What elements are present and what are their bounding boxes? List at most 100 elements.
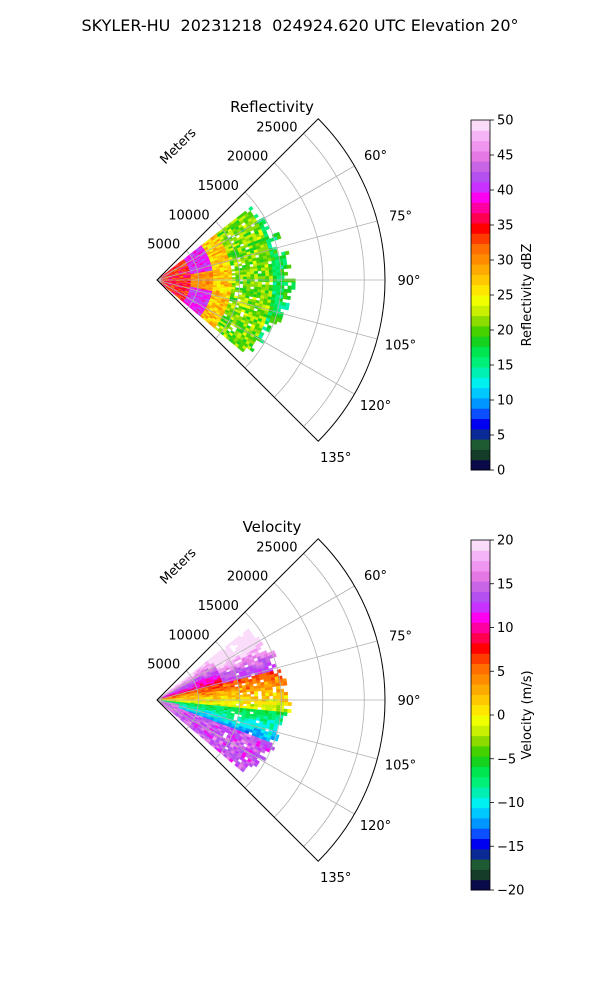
colorbar-segment <box>471 295 490 306</box>
colorbar-segment <box>471 807 490 819</box>
radar-cell <box>220 695 225 698</box>
radar-cell <box>246 703 251 707</box>
colorbar-segment <box>471 766 490 778</box>
colorbar-segment <box>471 838 490 850</box>
azimuth-tick-label: 105° <box>385 759 416 774</box>
radar-cell <box>235 701 240 704</box>
radar-cell <box>254 276 259 280</box>
radar-cell <box>265 270 270 274</box>
range-tick-label: 5000 <box>147 658 180 673</box>
radar-cell <box>252 680 257 685</box>
azimuth-tick-label: 90° <box>397 274 420 289</box>
radar-cell <box>276 288 281 293</box>
radar-cell <box>272 272 277 277</box>
azimuth-tick-label: 120° <box>360 399 391 414</box>
colorbar-segment <box>471 694 490 706</box>
radar-cell <box>272 287 277 292</box>
radar-cell <box>254 693 259 697</box>
radar-cell <box>265 747 271 753</box>
colorbar-segment <box>471 428 490 440</box>
range-axis-label: Meters <box>158 545 200 587</box>
radar-cell <box>265 327 271 333</box>
radar-cell <box>216 275 221 279</box>
radar-cell <box>235 276 240 280</box>
radar-cell <box>254 696 259 700</box>
colorbar-tick-label: 20 <box>497 324 514 339</box>
colorbar-segment <box>471 797 490 809</box>
colorbar-segment <box>471 612 490 623</box>
radar-cell <box>265 704 270 708</box>
radar-cell <box>268 707 273 712</box>
radar-cell <box>276 275 281 280</box>
radar-cell <box>271 683 277 688</box>
colorbar-segment <box>471 459 490 471</box>
colorbar-segment <box>471 540 490 551</box>
radar-cell <box>246 279 251 282</box>
radar-cell <box>269 275 274 280</box>
radar-cell <box>224 275 229 278</box>
radar-cell <box>257 276 263 280</box>
radar-cell <box>257 278 263 282</box>
radar-cell <box>235 694 240 698</box>
colorbar-segment <box>471 171 490 183</box>
radar-cell <box>287 285 292 290</box>
radar-cell <box>261 707 266 711</box>
radar-cell <box>272 275 277 280</box>
radar-cell <box>246 281 251 285</box>
colorbar-segment <box>471 408 490 420</box>
radar-cell <box>277 318 283 323</box>
radar-cell <box>265 698 270 703</box>
radar-cell <box>282 678 287 683</box>
radar-cell <box>254 273 259 277</box>
radar-cell <box>272 707 277 712</box>
radar-cell <box>261 698 266 703</box>
radar-cell <box>276 701 281 706</box>
radar-cell <box>264 707 270 711</box>
colorbar-segment <box>471 787 490 798</box>
colorbar-segment <box>471 150 490 162</box>
colorbar-segment <box>471 704 490 716</box>
azimuth-tick-label: 120° <box>360 819 391 834</box>
colorbar-tick-label: 20 <box>497 534 514 549</box>
colorbar-label: Velocity (m/s) <box>520 670 535 759</box>
radar-cell <box>291 285 296 290</box>
colorbar-segment <box>471 776 490 788</box>
radar-cell <box>243 696 248 700</box>
radar-cell <box>268 284 274 289</box>
radar-cell <box>283 292 288 297</box>
radar-cell <box>287 708 292 714</box>
colorbar-tick-label: 50 <box>497 114 514 129</box>
radar-cell <box>261 284 266 288</box>
colorbar-segment <box>471 642 490 654</box>
radar-cell <box>276 285 281 289</box>
colorbar-tick-label: −5 <box>497 752 516 767</box>
radar-cell <box>286 264 292 269</box>
radar-cell <box>257 687 262 692</box>
velocity-panel: Velocity 5000 10000 15000 20000 25000 Meters 60… <box>147 518 535 899</box>
radar-cell <box>253 271 259 275</box>
radar-cell <box>248 206 254 212</box>
radar-cell <box>287 288 292 294</box>
radar-cell <box>272 266 277 271</box>
radar-cell <box>265 275 270 280</box>
radar-cell <box>255 717 261 722</box>
radar-cell <box>231 695 236 698</box>
radar-cell <box>283 265 288 270</box>
radar-cell <box>282 295 288 300</box>
radar-cell <box>250 281 255 285</box>
radar-cell <box>235 281 240 284</box>
radar-cell <box>268 704 274 709</box>
radar-cell <box>276 281 281 286</box>
radar-cell <box>261 276 266 280</box>
colorbar-segment <box>471 622 490 634</box>
radar-cell <box>216 697 221 700</box>
colorbar-segment <box>471 264 490 275</box>
azimuth-gridline <box>156 699 355 815</box>
colorbar-segment <box>471 140 490 152</box>
radar-cell <box>256 646 262 651</box>
colorbar-segment <box>471 284 490 296</box>
radar-cell <box>271 263 277 268</box>
radar-cell <box>275 291 281 296</box>
colorbar-segment <box>471 367 490 378</box>
radar-cell <box>239 767 246 773</box>
